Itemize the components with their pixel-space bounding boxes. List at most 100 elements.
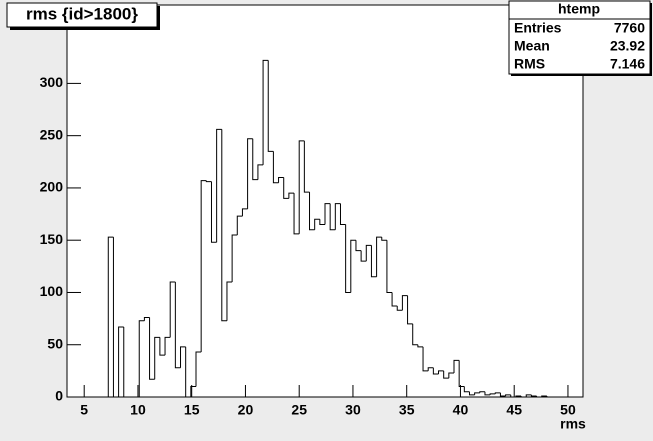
histogram-bin [505,394,511,396]
y-tick-label: 250 [40,126,64,142]
stats-label: Mean [514,38,550,54]
stats-box: htemp [508,0,652,76]
histogram-bin [530,394,537,397]
histogram-bin [412,323,418,346]
histogram-bin [345,224,351,293]
histogram-bin [200,180,207,353]
histogram-bin [510,394,516,398]
x-tick-label: 25 [291,402,307,418]
stats-value: 7.146 [610,56,645,72]
histogram-bin [303,140,310,193]
histogram-bin [329,203,336,231]
histogram-bin [386,240,393,293]
histogram-bin [107,236,114,397]
histogram-bin [257,164,264,180]
histogram-bin [195,351,202,387]
histogram-bin [226,281,233,321]
y-tick-label: 300 [40,74,64,90]
title-box [6,2,158,28]
histogram-bin [474,392,480,395]
histogram-bin [190,386,196,397]
y-tick-label: 50 [47,335,63,351]
histogram-bin [314,218,320,230]
histogram-bin [205,180,212,183]
histogram-bin [278,176,284,183]
histogram-bin [293,193,300,235]
histogram-bin [499,392,506,397]
histogram-bin [118,326,124,397]
histogram-bin [267,60,274,152]
histogram-bin [298,140,305,234]
chart-title: rms {id>1800} [26,4,138,23]
histogram-bin [324,203,331,225]
histogram-bin [319,219,325,226]
histogram-bin [391,292,398,307]
histogram-bin [546,395,553,398]
histogram-bin [355,240,362,252]
stats-title: htemp [558,1,600,17]
histogram-bin [432,367,439,375]
histogram-bin [262,59,269,165]
x-tick-label: 20 [238,402,254,418]
x-axis-label: rms [560,416,586,432]
histogram-bin [417,344,424,348]
histogram-bin [174,282,181,369]
x-tick-label: 45 [506,402,522,418]
histogram-bin [221,129,227,322]
histogram-bin [443,370,449,379]
stats-value: 7760 [614,20,645,36]
histogram-bin [484,391,491,396]
histogram-bin [159,337,166,356]
histogram-bin [288,192,295,199]
histogram-bin [247,138,253,209]
y-tick-label: 0 [55,388,63,404]
histogram-bin [154,336,160,380]
x-tick-label: 35 [399,402,415,418]
histogram-bin [525,394,532,397]
histogram-bin [138,320,145,397]
histogram-bin [422,346,429,372]
histogram-bin [241,208,248,217]
histogram-bin [458,360,465,388]
histogram-bin [427,367,434,371]
histogram-bin [515,395,522,397]
x-tick-label: 5 [80,402,88,418]
histogram-bin [463,386,470,393]
histogram-bin [396,306,403,311]
x-tick-label: 30 [345,402,361,418]
histogram-bin [180,346,186,368]
histogram-bin [252,138,258,181]
histogram-bin [236,215,243,235]
histogram-bin [381,237,387,241]
plot-frame [66,4,584,398]
histogram-bin [169,281,176,338]
histogram-bin [143,317,150,321]
histogram-bin [283,177,289,199]
histogram-bin [164,336,171,356]
histogram-bin [370,245,377,278]
histogram-bin [494,392,501,394]
histogram-bin [489,393,496,395]
histogram-bin [231,234,238,283]
histogram-bin [536,395,542,398]
histogram-bin [185,346,191,398]
histogram-bin [210,181,217,243]
stats-label: RMS [514,56,545,72]
histogram-bin [334,203,341,230]
histogram-bin [272,151,279,184]
y-tick-label: 150 [40,231,64,247]
histogram-bin [401,295,408,311]
histogram-bin [339,203,346,226]
histogram-bin [448,372,454,379]
histogram-bin [376,236,382,277]
x-tick-label: 15 [184,402,200,418]
histogram-bin [438,370,444,375]
histogram-bin [407,295,413,325]
histogram-bin [520,395,527,398]
histogram-bin [479,391,485,393]
y-tick-label: 200 [40,179,64,195]
stats-frame [508,0,651,75]
histogram-bin [541,395,547,397]
x-tick-label: 10 [130,402,146,418]
